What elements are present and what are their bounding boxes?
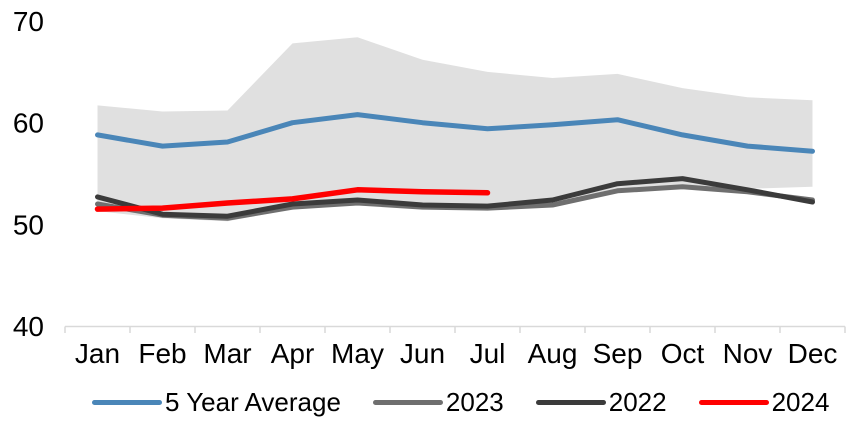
x-axis-label: Mar	[203, 338, 251, 369]
series-line-5-year-average	[95, 112, 815, 154]
x-axis-label: Feb	[138, 338, 186, 369]
series-line-2022	[95, 176, 815, 219]
chart-legend: 5 Year Average 2023 2022 2024	[92, 386, 829, 418]
legend-item-5-year-average: 5 Year Average	[92, 386, 341, 418]
x-axis-label: Aug	[528, 338, 578, 369]
x-axis-label: Sep	[593, 338, 643, 369]
series-line-2024	[94, 187, 491, 212]
legend-swatch-5-year-average	[92, 399, 162, 405]
x-axis-label: Jul	[470, 338, 506, 369]
legend-item-2022: 2022	[535, 386, 667, 418]
x-axis-label: Dec	[788, 338, 838, 369]
legend-swatch-2022	[535, 399, 606, 405]
x-axis-label: Nov	[723, 338, 773, 369]
legend-item-2024: 2024	[698, 386, 830, 418]
x-axis-label: Jan	[75, 338, 120, 369]
legend-item-2023: 2023	[372, 386, 504, 418]
y-axis-label: 40	[13, 311, 44, 342]
legend-label-2022: 2022	[608, 387, 667, 417]
x-axis-label: Oct	[661, 338, 705, 369]
legend-label-2024: 2024	[771, 387, 830, 417]
y-axis-label: 70	[13, 6, 44, 37]
x-axis-label: Apr	[271, 338, 315, 369]
x-axis-label: Jun	[400, 338, 445, 369]
y-axis-label: 60	[13, 108, 44, 139]
x-axis-label: May	[331, 338, 384, 369]
legend-swatch-2024	[698, 399, 769, 405]
legend-label-5-year-average: 5 Year Average	[165, 387, 341, 417]
range-band	[97, 37, 813, 222]
y-axis-label: 50	[13, 209, 44, 240]
legend-label-2023: 2023	[445, 387, 504, 417]
legend-swatch-2023	[372, 399, 443, 405]
